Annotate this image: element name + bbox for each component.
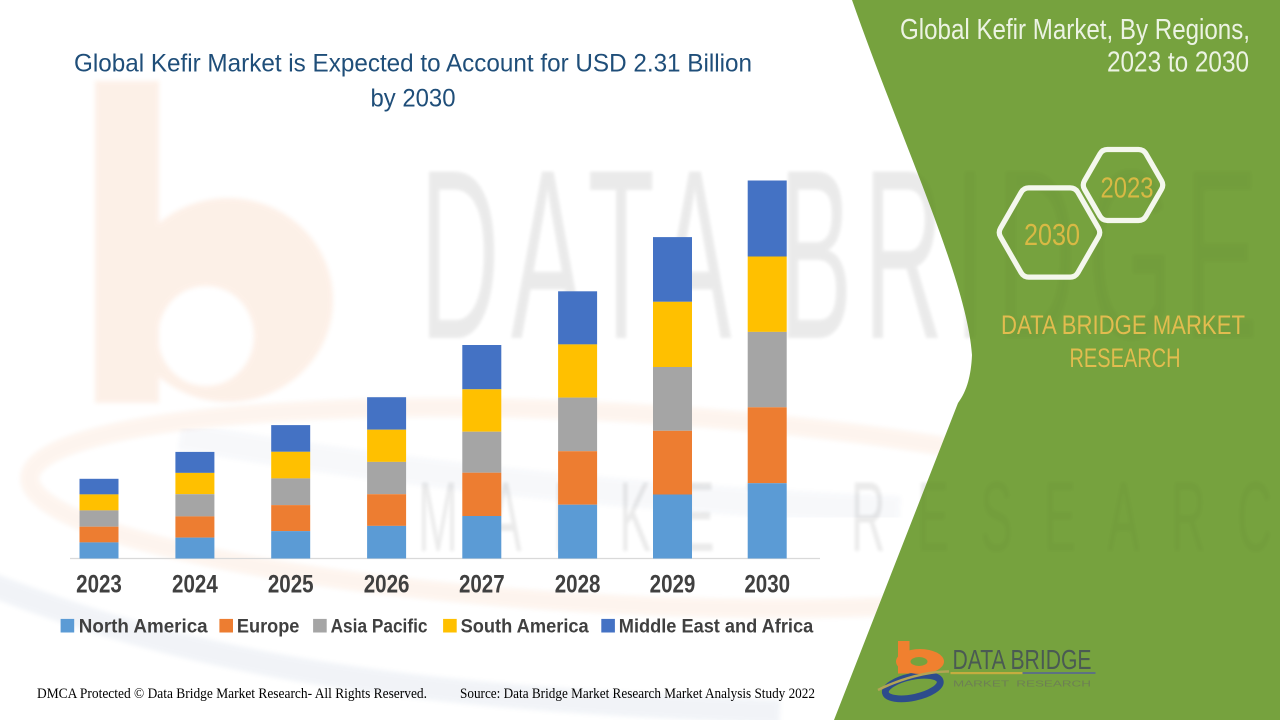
svg-text:DATA BRIDGE MARKET: DATA BRIDGE MARKET: [1001, 310, 1245, 340]
svg-text:2027: 2027: [459, 571, 505, 599]
svg-text:MARKET RESEARCH: MARKET RESEARCH: [953, 679, 1091, 689]
svg-text:RESEARCH: RESEARCH: [1070, 343, 1181, 373]
svg-text:2026: 2026: [364, 571, 410, 599]
svg-text:by 2030: by 2030: [371, 85, 456, 113]
svg-text:Global Kefir Market, By Region: Global Kefir Market, By Regions,: [900, 14, 1250, 46]
svg-text:North America: North America: [79, 617, 208, 638]
svg-text:Asia Pacific: Asia Pacific: [331, 617, 428, 638]
svg-text:Source: Data Bridge Market Res: Source: Data Bridge Market Research Mark…: [460, 686, 815, 702]
svg-text:Middle East and Africa: Middle East and Africa: [619, 617, 814, 638]
svg-text:Global Kefir Market is Expecte: Global Kefir Market is Expected to Accou…: [74, 50, 752, 78]
svg-text:2028: 2028: [555, 571, 601, 599]
svg-text:DATA BRIDGE: DATA BRIDGE: [953, 644, 1092, 675]
svg-text:2023: 2023: [1101, 173, 1154, 205]
svg-text:2025: 2025: [268, 571, 314, 599]
svg-text:2023: 2023: [76, 571, 122, 599]
svg-text:2030: 2030: [744, 571, 790, 599]
svg-text:South America: South America: [461, 617, 590, 638]
svg-text:2029: 2029: [650, 571, 696, 599]
svg-text:2023 to 2030: 2023 to 2030: [1107, 47, 1249, 79]
svg-text:Europe: Europe: [237, 617, 300, 638]
svg-text:DMCA Protected © Data Bridge M: DMCA Protected © Data Bridge Market Rese…: [37, 686, 427, 702]
svg-text:2024: 2024: [172, 571, 218, 599]
svg-text:2030: 2030: [1024, 217, 1080, 252]
